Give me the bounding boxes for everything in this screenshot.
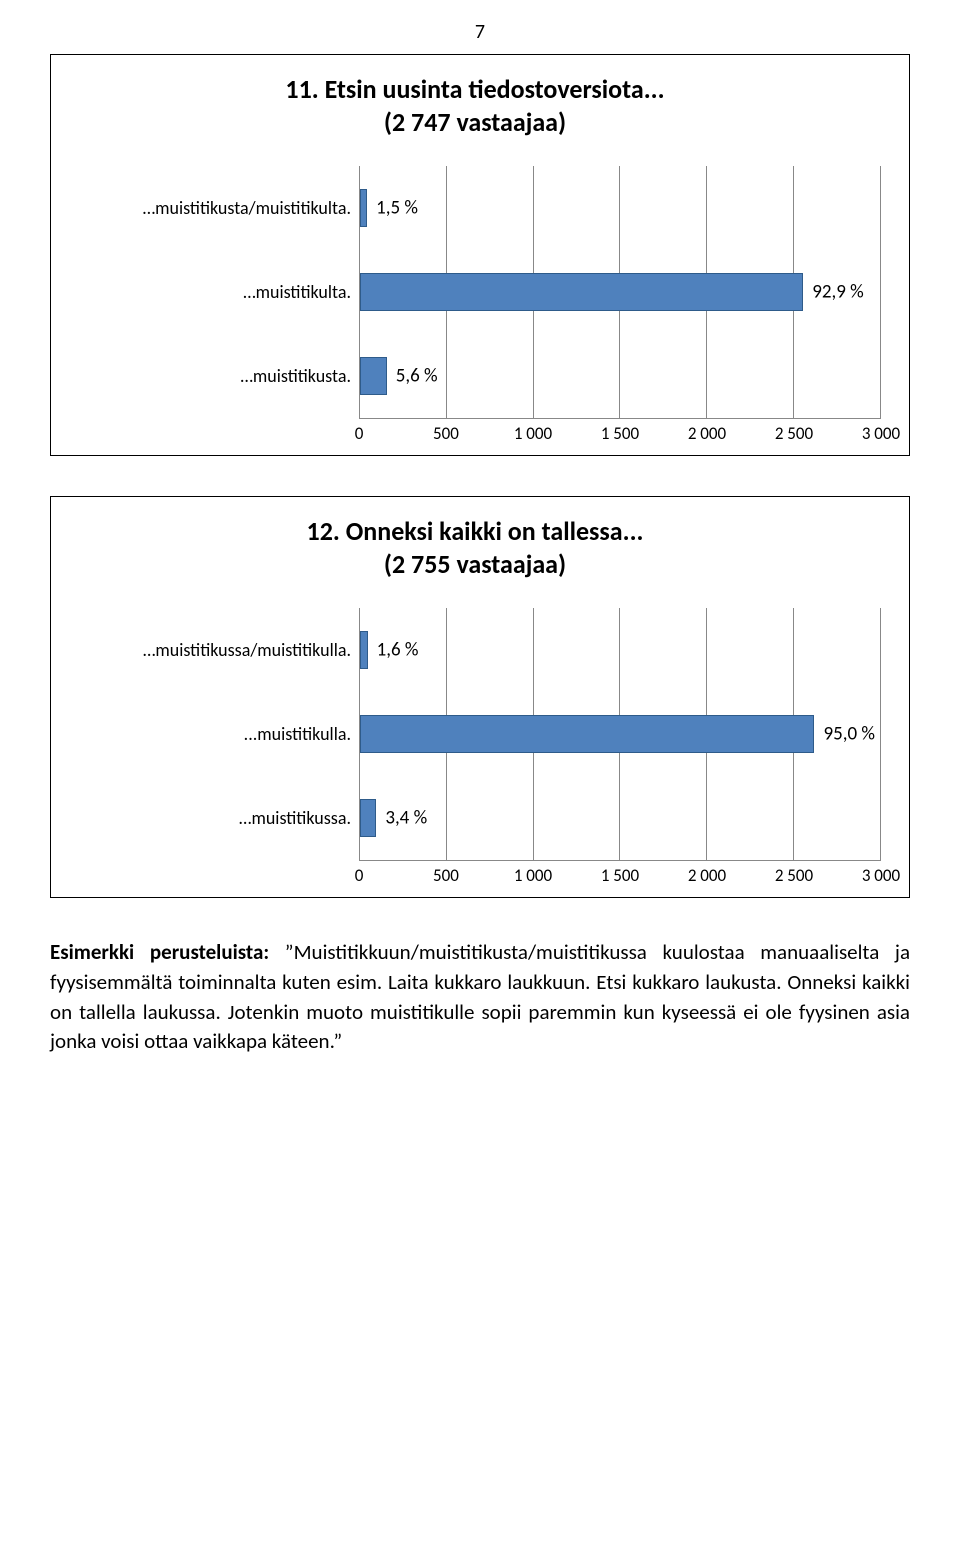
x-tick: 2 500 (775, 423, 813, 444)
chart-1-bar-1: 92,9 % (360, 273, 803, 311)
chart-1-y-labels: …muistitikusta/muistitikulta. …muistitik… (69, 166, 359, 419)
chart-2-bar-row-2: 3,4 % (360, 776, 881, 860)
chart-2-title: 12. Onneksi kaikki on tallessa... (2 755… (69, 515, 881, 580)
x-tick: 3 000 (862, 865, 900, 886)
chart-1-plot: 1,5 % 92,9 % 5,6 % (359, 166, 881, 419)
chart-2-y-labels: …muistitikussa/muistitikulla. ...muistit… (69, 608, 359, 861)
chart-2-bar-row-1: 95,0 % (360, 692, 881, 776)
chart-1-ylabel-1: …muistitikulta. (69, 250, 359, 334)
chart-2-bar-0: 1,6 % (360, 631, 368, 669)
chart-2-bar-2-label: 3,4 % (385, 807, 427, 830)
x-tick: 2 500 (775, 865, 813, 886)
chart-2-bar-0-label: 1,6 % (377, 639, 419, 662)
x-tick: 1 000 (514, 865, 552, 886)
chart-2-bar-2: 3,4 % (360, 799, 376, 837)
page: 7 11. Etsin uusinta tiedostoversiota... … (0, 0, 960, 1097)
chart-2-title-line2: (2 755 vastaajaa) (384, 548, 566, 580)
chart-1-title-line1: 11. Etsin uusinta tiedostoversiota... (285, 73, 664, 105)
chart-1-area: …muistitikusta/muistitikulta. …muistitik… (69, 166, 881, 445)
chart-1-bar-2-label: 5,6 % (396, 365, 438, 388)
chart-2: 12. Onneksi kaikki on tallessa... (2 755… (50, 496, 910, 898)
chart-2-plot: 1,6 % 95,0 % 3,4 % (359, 608, 881, 861)
chart-1-ylabel-2: …muistitikusta. (69, 334, 359, 418)
x-tick: 0 (355, 865, 364, 886)
example-paragraph: Esimerkki perusteluista: ”Muistitikkuun/… (50, 938, 910, 1057)
chart-2-ylabel-0: …muistitikussa/muistitikulla. (69, 608, 359, 692)
chart-2-bar-1: 95,0 % (360, 715, 814, 753)
x-tick: 1 500 (601, 865, 639, 886)
chart-2-area: …muistitikussa/muistitikulla. ...muistit… (69, 608, 881, 887)
chart-1-bar-row-2: 5,6 % (360, 334, 881, 418)
x-tick: 2 000 (688, 423, 726, 444)
chart-2-ylabel-1: ...muistitikulla. (69, 692, 359, 776)
x-tick: 1 500 (601, 423, 639, 444)
x-tick: 1 000 (514, 423, 552, 444)
x-tick: 0 (355, 423, 364, 444)
chart-2-ylabel-2: …muistitikussa. (69, 776, 359, 860)
example-lead: Esimerkki perusteluista: (50, 939, 269, 965)
chart-2-bar-1-label: 95,0 % (823, 723, 875, 746)
chart-1-ylabel-0: …muistitikusta/muistitikulta. (69, 166, 359, 250)
x-tick: 500 (433, 865, 459, 886)
x-tick: 3 000 (862, 423, 900, 444)
x-tick: 500 (433, 423, 459, 444)
chart-1-bar-0: 1,5 % (360, 189, 367, 227)
chart-1-title-line2: (2 747 vastaajaa) (384, 106, 566, 138)
chart-1-x-ticks: 0 500 1 000 1 500 2 000 2 500 3 000 (359, 419, 881, 445)
page-number: 7 (50, 20, 910, 44)
chart-1-bar-0-label: 1,5 % (376, 197, 418, 220)
chart-1: 11. Etsin uusinta tiedostoversiota... (2… (50, 54, 910, 456)
chart-1-bar-1-label: 92,9 % (812, 281, 864, 304)
chart-1-bar-2: 5,6 % (360, 357, 387, 395)
chart-1-bar-row-1: 92,9 % (360, 250, 881, 334)
x-tick: 2 000 (688, 865, 726, 886)
chart-2-x-ticks: 0 500 1 000 1 500 2 000 2 500 3 000 (359, 861, 881, 887)
chart-2-bar-row-0: 1,6 % (360, 608, 881, 692)
chart-1-bar-row-0: 1,5 % (360, 166, 881, 250)
chart-2-title-line1: 12. Onneksi kaikki on tallessa... (307, 515, 644, 547)
chart-1-title: 11. Etsin uusinta tiedostoversiota... (2… (69, 73, 881, 138)
